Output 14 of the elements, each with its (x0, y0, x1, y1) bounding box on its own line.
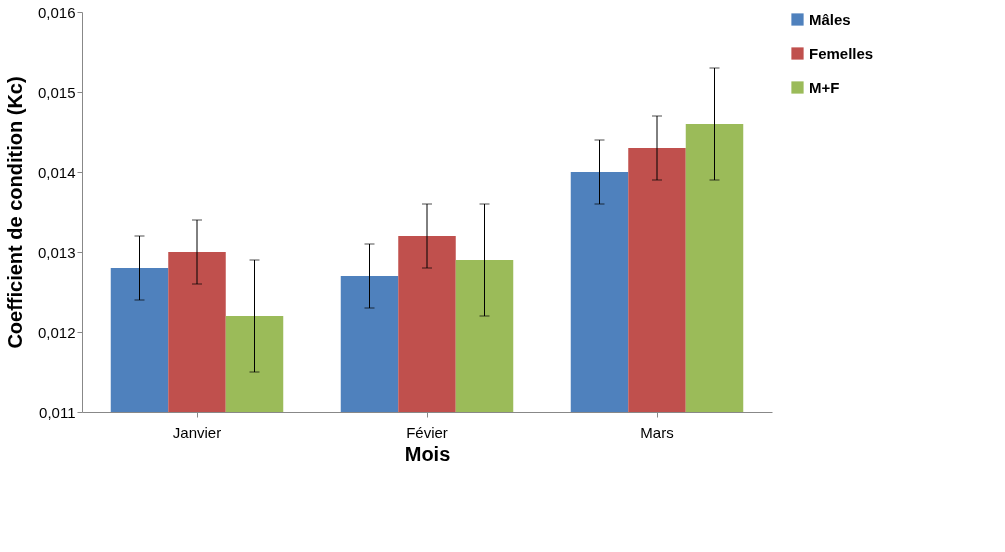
y-axis-title: Coefficient de condition (Kc) (3, 76, 26, 349)
x-tick-label: Janvier (172, 423, 222, 441)
y-tick-label: 0,014 (37, 163, 76, 181)
y-tick-label: 0,015 (37, 83, 76, 101)
x-tick-label: Mars (640, 423, 674, 441)
legend-label: M+F (809, 78, 840, 96)
y-tick-label: 0,016 (37, 3, 76, 21)
x-tick-label: Févier (406, 423, 448, 441)
legend-label: Mâles (809, 10, 851, 28)
legend-label: Femelles (809, 44, 874, 62)
y-tick-label: 0,012 (37, 323, 76, 341)
x-axis-title: Mois (404, 442, 451, 465)
y-tick-label: 0,011 (39, 403, 76, 421)
y-tick-label: 0,013 (37, 243, 76, 261)
